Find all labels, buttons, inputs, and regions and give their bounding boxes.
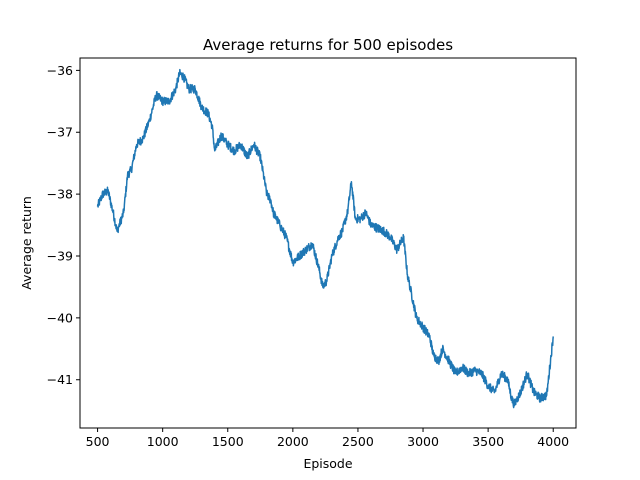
y-tick-label: −41 [47,372,73,387]
y-axis-label: Average return [19,196,34,290]
y-tick-label: −40 [47,310,73,325]
series-layer [96,68,554,409]
x-tick-label: 3000 [407,434,439,449]
chart-title: Average returns for 500 episodes [203,36,453,54]
y-tick-label: −37 [47,125,73,140]
x-tick-label: 4000 [537,434,569,449]
x-tick-label: 3500 [472,434,504,449]
x-tick-label: 500 [86,434,110,449]
x-tick-label: 2000 [277,434,309,449]
y-tick-label: −38 [47,187,73,202]
x-tick-label: 1000 [147,434,179,449]
y-axis: −36 −37 −38 −39 −40 −41 [47,63,80,387]
x-tick-label: 1500 [212,434,244,449]
y-tick-label: −36 [47,63,73,78]
series-line [96,68,554,409]
x-axis: 500 1000 1500 2000 2500 3000 3500 4000 [86,428,569,449]
y-tick-label: −39 [47,248,73,263]
x-axis-label: Episode [303,456,352,471]
plot-area [79,57,577,429]
x-tick-label: 2500 [342,434,374,449]
